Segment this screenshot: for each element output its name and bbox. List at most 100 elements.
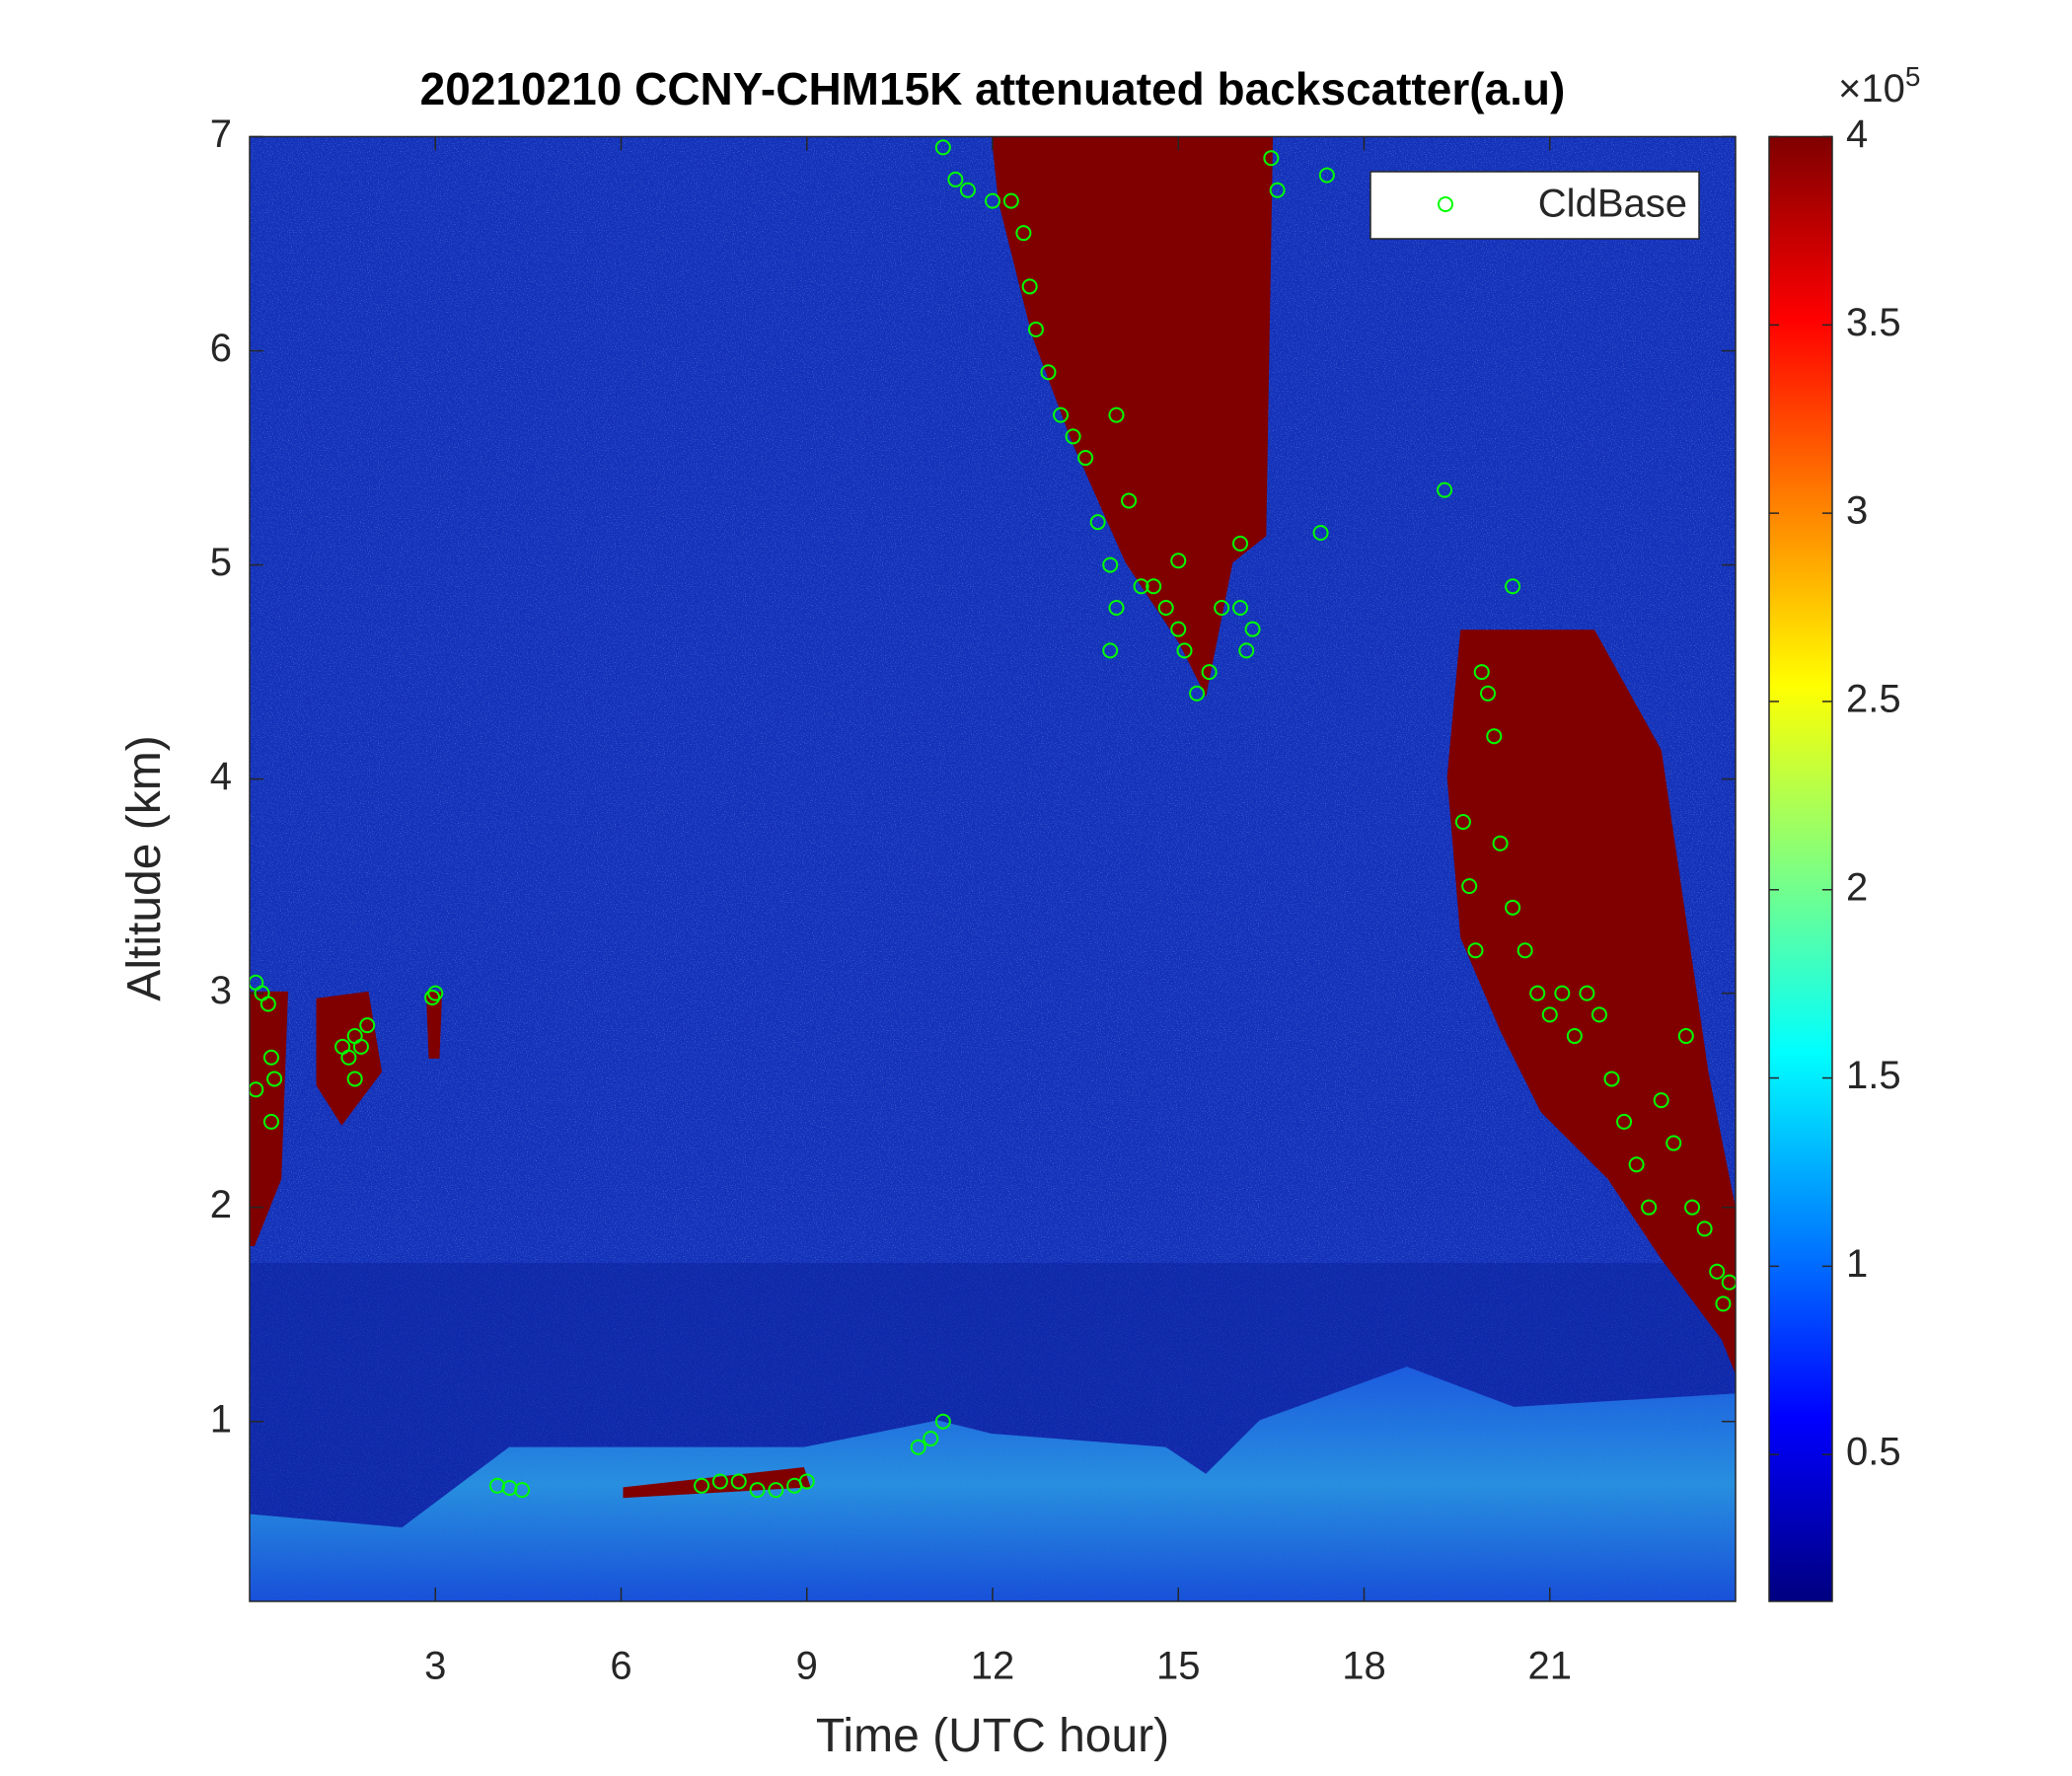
cloud-base-point	[947, 171, 964, 187]
cloud-base-point	[1102, 556, 1119, 573]
cloud-base-point	[1189, 685, 1206, 702]
cloud-base-point	[346, 1071, 363, 1087]
cloud-base-point	[1541, 1006, 1558, 1023]
cloud-base-point	[730, 1473, 747, 1490]
cloud-base-point	[798, 1473, 815, 1490]
cloud-base-point	[1653, 1092, 1669, 1109]
legend: CldBase	[1369, 171, 1700, 240]
cloud-base-point	[1454, 814, 1471, 831]
y-tick-label: 3	[210, 969, 232, 1012]
colorbar-tick-label: 1.5	[1846, 1054, 1901, 1097]
legend-label: CldBase	[1538, 183, 1687, 226]
multiplier-base: ×10	[1838, 67, 1905, 111]
cloud-base-point	[1027, 321, 1044, 337]
cloud-base-point	[427, 985, 444, 1001]
x-tick-label: 12	[971, 1645, 1015, 1688]
cloud-base-point	[262, 1049, 279, 1066]
cloud-base-point	[1157, 599, 1174, 616]
cloud-base-point	[1505, 899, 1521, 916]
y-tick-label: 6	[210, 327, 232, 370]
cloud-base-point	[1437, 481, 1453, 498]
cloud-base-point	[1473, 664, 1490, 681]
y-tick-label: 4	[210, 755, 232, 798]
heatmap	[250, 136, 1736, 1601]
cloud-base-point	[514, 1482, 531, 1499]
cloud-base-point	[1461, 878, 1478, 895]
cloud-base-point	[424, 989, 441, 1005]
cloud-base-point	[1002, 192, 1019, 209]
cloud-base-point	[1566, 1028, 1583, 1045]
cloud-base-point	[1641, 1199, 1658, 1216]
x-tick-label: 15	[1156, 1645, 1201, 1688]
cloud-base-point	[352, 1038, 369, 1055]
legend-marker	[1438, 196, 1453, 212]
colorbar-tick-label: 0.5	[1846, 1431, 1901, 1474]
cloud-base-point	[1170, 621, 1187, 637]
y-axis-label: Altitude (km)	[118, 735, 171, 1000]
cloud-base-point	[489, 1477, 505, 1494]
cloud-base-point	[1015, 225, 1032, 242]
colorbar-tick-label: 4	[1846, 112, 1868, 156]
cloud-base-point	[1709, 1263, 1726, 1280]
cloud-base-point	[1517, 942, 1533, 959]
cloud-base-point	[262, 1113, 279, 1130]
colorbar-tick-label: 1	[1846, 1242, 1868, 1286]
cloud-base-point	[1201, 664, 1218, 681]
y-tick-label: 5	[210, 541, 232, 584]
cloud-base-point	[1238, 642, 1255, 659]
cloud-base-point	[501, 1479, 518, 1496]
cloud-base-point	[1318, 167, 1335, 184]
cloud-base-point	[1480, 685, 1496, 702]
cloud-base-point	[934, 139, 951, 156]
cloud-base-point	[934, 1413, 951, 1430]
cloud-base-point	[1214, 599, 1230, 616]
cloud-base-point	[1133, 578, 1149, 595]
cloud-base-point	[1312, 525, 1329, 542]
cloud-base-point	[250, 1081, 264, 1098]
cloud-base-point	[1628, 1156, 1645, 1173]
cloud-base-point	[1121, 492, 1138, 509]
cloud-base-point	[1616, 1113, 1633, 1130]
chart-title: 20210210 CCNY-CHM15K attenuated backscat…	[420, 63, 1566, 114]
cloud-base-point	[1170, 553, 1187, 569]
cloud-base-point	[1554, 985, 1571, 1001]
x-axis-label: Time (UTC hour)	[816, 1710, 1169, 1762]
scatter-series	[250, 139, 1736, 1499]
cloud-base-point	[1486, 728, 1503, 745]
cloud-base-point	[1591, 1006, 1607, 1023]
cloud-base-point	[1040, 364, 1057, 381]
cloud-base-point	[1467, 942, 1484, 959]
cloud-base-point	[1108, 599, 1125, 616]
cloud-base-point	[923, 1431, 939, 1447]
cloud-base-point	[1696, 1221, 1713, 1237]
x-tick-label: 21	[1528, 1645, 1573, 1688]
cloud-base-point	[1232, 535, 1248, 552]
colorbar-tick-label: 3.5	[1846, 301, 1901, 344]
cloud-base-point	[1665, 1135, 1682, 1151]
x-tick-label: 18	[1342, 1645, 1386, 1688]
cloud-base-point	[1176, 642, 1193, 659]
cloud-base-point	[1244, 621, 1261, 637]
cloud-base-point	[1102, 642, 1119, 659]
cloud-base-point	[1505, 578, 1521, 595]
cloud-base-point	[694, 1477, 710, 1494]
cloud-base-point	[1492, 835, 1509, 851]
x-tick-label: 6	[610, 1645, 631, 1688]
colorbar-tick-label: 2.5	[1846, 677, 1901, 720]
cloud-base-point	[1269, 182, 1286, 198]
x-tick-label: 3	[424, 1645, 446, 1688]
y-tick-label: 2	[210, 1183, 232, 1226]
cloud-base-point	[1715, 1295, 1732, 1312]
cloud-base-point	[1021, 278, 1038, 295]
cloud-base-point	[1089, 514, 1106, 531]
cloud-base-point	[1721, 1274, 1736, 1291]
cloud-base-point	[1053, 407, 1070, 423]
cloud-base-point	[1677, 1028, 1694, 1045]
x-tick-label: 9	[796, 1645, 818, 1688]
colorbar-multiplier: ×105	[1838, 61, 1920, 111]
cloud-base-point	[985, 192, 1000, 209]
cloud-base-point	[768, 1482, 784, 1499]
cloud-base-point	[1108, 407, 1125, 423]
cloud-base-point	[959, 182, 976, 198]
